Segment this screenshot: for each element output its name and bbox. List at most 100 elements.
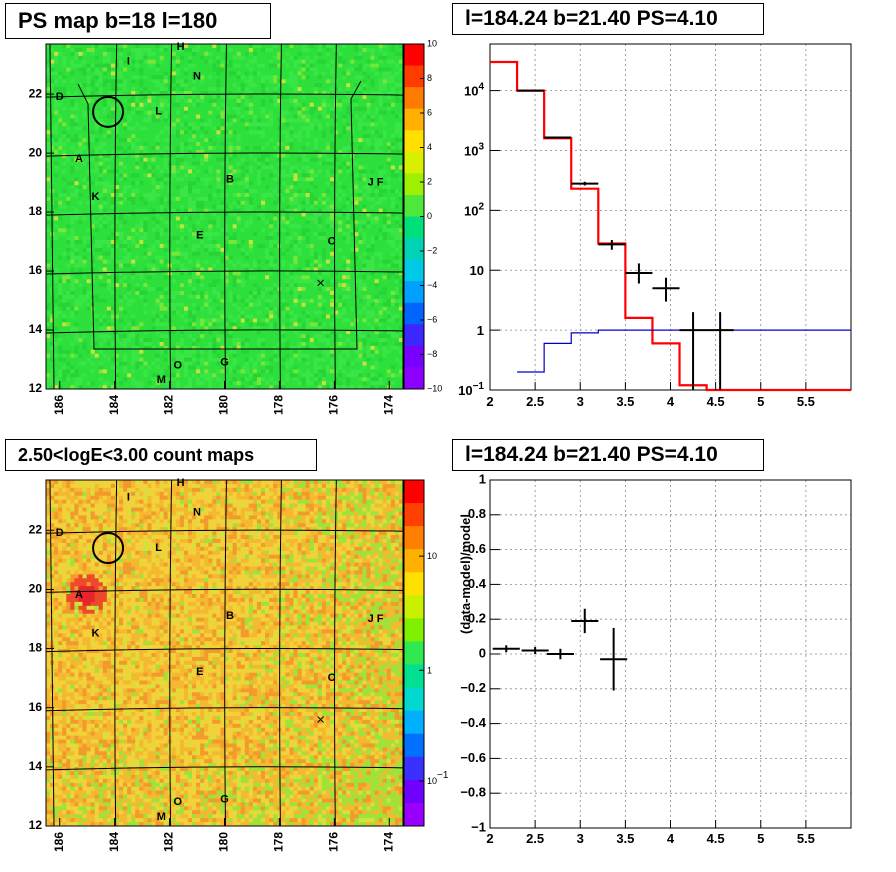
source-label-h: H bbox=[177, 41, 185, 53]
y-tick-label: 20 bbox=[29, 582, 43, 596]
data-point bbox=[598, 239, 626, 250]
x-tick-label: 2.5 bbox=[526, 831, 544, 846]
ps_map-grid bbox=[45, 43, 404, 390]
count_map-grid bbox=[45, 479, 404, 827]
longitude-line bbox=[224, 43, 227, 390]
colorbar-tick-label: 10 bbox=[427, 38, 437, 48]
colorbar-tick-label: 1 bbox=[427, 665, 432, 675]
colorbar-swatch bbox=[404, 65, 424, 88]
x-tick-label: 174 bbox=[381, 832, 395, 852]
longitude-line bbox=[49, 479, 55, 827]
y-tick-label: 102 bbox=[464, 201, 484, 218]
count_map-pixels bbox=[46, 480, 404, 827]
y-tick-label: 14 bbox=[29, 322, 43, 336]
longitude-line bbox=[169, 43, 173, 390]
longitude-line bbox=[224, 479, 227, 827]
colorbar-swatch bbox=[404, 480, 424, 504]
latitude-line bbox=[45, 152, 404, 157]
y-tick-label: 10 bbox=[470, 263, 484, 278]
residual-grid bbox=[489, 479, 851, 829]
colorbar-tick-label: 2 bbox=[427, 176, 432, 186]
colorbar-swatch bbox=[404, 687, 424, 712]
y-tick-label: 22 bbox=[29, 522, 43, 536]
residual-point bbox=[492, 645, 520, 653]
colorbar-swatch bbox=[404, 194, 424, 217]
residual-point bbox=[521, 647, 549, 654]
source-label-e: E bbox=[196, 666, 203, 678]
y-tick-label: 16 bbox=[29, 263, 43, 277]
y-tick-label: 0.2 bbox=[468, 611, 486, 626]
ps_map-y-ticks: 12 14 16 18 20 22 bbox=[29, 86, 54, 395]
residual-title: l=184.24 b=21.40 PS=4.10 bbox=[452, 439, 764, 471]
x-tick-label: 180 bbox=[217, 832, 231, 852]
colorbar-tick-label: 8 bbox=[427, 73, 432, 83]
y-tick-label: 14 bbox=[29, 759, 43, 773]
x-tick-label: 182 bbox=[162, 832, 176, 852]
source-label-jf: J F bbox=[368, 176, 384, 188]
colorbar-swatch bbox=[404, 664, 424, 689]
residual-point bbox=[571, 608, 599, 634]
colorbar-swatch bbox=[404, 108, 424, 131]
source-label-m: M bbox=[157, 374, 166, 386]
colorbar-frame bbox=[403, 479, 425, 827]
latitude-line bbox=[45, 93, 404, 98]
source-label-a: A bbox=[75, 153, 83, 165]
data-point bbox=[544, 136, 572, 139]
colorbar-tick-label: −6 bbox=[427, 314, 437, 324]
x-tick-label: 184 bbox=[107, 832, 121, 852]
source-label-h: H bbox=[177, 477, 185, 489]
x-tick-label: 180 bbox=[217, 395, 231, 415]
y-tick-label: 20 bbox=[29, 145, 43, 159]
y-tick-label: 12 bbox=[29, 818, 43, 832]
y-tick-label: 18 bbox=[29, 204, 43, 218]
colorbar-swatch bbox=[404, 802, 424, 827]
colorbar-tick-label: 4 bbox=[427, 142, 432, 152]
source-label-b: B bbox=[226, 610, 234, 622]
colorbar-swatch bbox=[404, 345, 424, 368]
colorbar-swatch bbox=[404, 44, 424, 67]
colorbar-swatch bbox=[404, 216, 424, 239]
colorbar-tick-label: −4 bbox=[427, 280, 437, 290]
source-label-d: D bbox=[56, 527, 64, 539]
colorbar-swatch bbox=[404, 641, 424, 666]
ps_map-colorbar: 10 8 6 4 2 0 −2 −4 −6 −8 −10 bbox=[403, 38, 442, 393]
x-tick-label: 5 bbox=[757, 831, 764, 846]
y-tick-label: 0.4 bbox=[468, 576, 487, 591]
colorbar-swatch bbox=[404, 324, 424, 347]
x-tick-label: 186 bbox=[52, 395, 66, 415]
x-tick-label: 2 bbox=[486, 831, 493, 846]
residual-point bbox=[600, 627, 628, 691]
x-tick-label: 4 bbox=[667, 831, 675, 846]
data-point bbox=[571, 181, 599, 186]
y-tick-label: 16 bbox=[29, 700, 43, 714]
colorbar-tick-label: 10 bbox=[427, 551, 437, 561]
colorbar-swatch bbox=[404, 779, 424, 804]
colorbar-swatch bbox=[404, 173, 424, 196]
longitude-line bbox=[334, 479, 337, 827]
ps-map-title: PS map b=18 l=180 bbox=[5, 3, 271, 39]
x-tick-label: 186 bbox=[52, 832, 66, 852]
ps_map-pixels bbox=[46, 44, 404, 390]
roi-outline bbox=[77, 80, 362, 350]
y-tick-label: 104 bbox=[464, 82, 484, 99]
spectrum-panel: 2 2.5 3 3.5 4 4.5 5 5.5 10−1 1 10 102 103 104 bbox=[458, 43, 852, 409]
colorbar-swatch bbox=[404, 526, 424, 550]
x-tick-label: 5.5 bbox=[797, 831, 815, 846]
colorbar-swatch bbox=[404, 367, 424, 390]
colorbar-tick-label: −10 bbox=[427, 383, 442, 393]
colorbar-tick-label: −8 bbox=[427, 349, 437, 359]
colorbar-swatch bbox=[404, 238, 424, 261]
source-label-l: L bbox=[155, 542, 162, 554]
longitude-line bbox=[49, 43, 55, 390]
count_map-y-ticks: 12 14 16 18 20 22 bbox=[29, 522, 54, 832]
longitude-line bbox=[114, 479, 118, 827]
longitude-line bbox=[169, 479, 173, 827]
source-label-m: M bbox=[157, 811, 166, 823]
source-label-l: L bbox=[155, 106, 162, 118]
colorbar-swatch bbox=[404, 281, 424, 304]
data-point bbox=[625, 263, 653, 284]
x-tick-label: 174 bbox=[381, 395, 395, 415]
